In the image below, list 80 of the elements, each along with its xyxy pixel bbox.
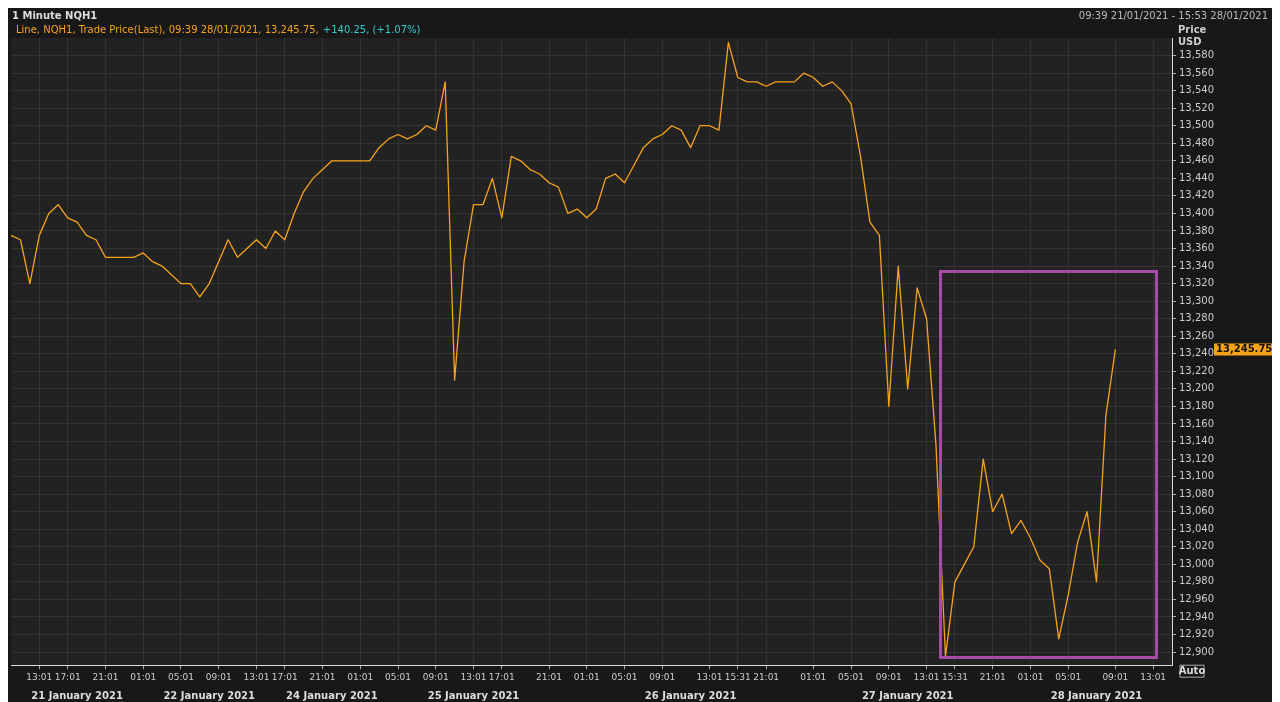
text: 26 January 2021 (644, 689, 737, 701)
x-tick-label: 17:01 (54, 671, 81, 682)
chart-title: 1 Minute NQH1 (12, 9, 98, 21)
y-tick-label: 12,920 (1179, 628, 1214, 640)
x-tick-label: 13:01 (1140, 671, 1167, 682)
x-tick-label: 13:01 (243, 671, 270, 682)
x-tick-label: 17:01 (271, 671, 298, 682)
text: 09:39 21/01/2021 - 15:53 28/01/2021 (1078, 9, 1268, 21)
text: 25 January 2021 (427, 689, 520, 701)
x-tick-label: 09:01 (875, 671, 902, 682)
y-tick-label: 13,180 (1179, 400, 1214, 412)
x-tick-label: 17:01 (488, 671, 515, 682)
y-tick-label: 13,440 (1179, 171, 1214, 183)
x-tick-label: 21:01 (536, 671, 562, 682)
y-tick-label: 13,520 (1179, 101, 1214, 113)
y-tick-label: 13,260 (1179, 329, 1214, 341)
x-tick-label: 21:01 (979, 671, 1006, 682)
y-tick-label: 13,220 (1179, 364, 1214, 376)
y-tick-label: 13,360 (1179, 242, 1214, 254)
chart-subtitle: Line, NQH1, Trade Price(Last), 09:39 28/01/2021, 13,245.75, (16, 23, 319, 35)
y-tick-label: 13,580 (1179, 49, 1214, 61)
x-tick-label: 01:01 (347, 671, 374, 682)
y-tick-label: 12,960 (1179, 593, 1214, 604)
x-tick-label: 05:01 (611, 671, 638, 682)
x-tick-label: 05:01 (385, 671, 411, 682)
x-tick-label: 05:01 (167, 671, 194, 682)
x-tick-label: 01:01 (800, 671, 827, 682)
x-tick-label: 15:31 (941, 671, 968, 682)
y-tick-label: 13,020 (1179, 540, 1214, 552)
y-tick-label: 13,060 (1179, 505, 1214, 517)
x-tick-label: 13:01 (460, 671, 487, 682)
x-tick-label: 05:01 (838, 671, 865, 682)
y-tick-label: 13,000 (1179, 557, 1214, 569)
x-tick-label: 13:01 (696, 671, 723, 682)
y-tick-label: 13,500 (1179, 119, 1214, 131)
y-tick-label: 13,380 (1179, 224, 1214, 236)
y-tick-label: 13,160 (1179, 417, 1214, 429)
y-tick-label: 13,080 (1179, 487, 1214, 499)
x-tick-label: 13:01 (26, 671, 53, 682)
x-tick-label: 15:31 (724, 671, 751, 682)
x-tick-label: 01:01 (130, 671, 157, 682)
y-tick-label: 13,300 (1179, 294, 1214, 306)
y-tick-label: 13,340 (1179, 259, 1214, 271)
text: 27 January 2021 (861, 689, 954, 701)
x-tick-label: 21:01 (92, 671, 119, 682)
y-tick-label: 13,420 (1179, 189, 1214, 201)
y-tick-label: 13,320 (1179, 277, 1214, 289)
y-tick-label: 13,140 (1179, 435, 1214, 447)
y-tick-label: 13,100 (1179, 470, 1214, 482)
y-tick-label: 12,900 (1179, 645, 1214, 657)
y-tick-label: 13,200 (1179, 382, 1214, 394)
x-tick-label: 01:01 (1017, 671, 1044, 682)
y-tick-label: 13,040 (1179, 522, 1214, 534)
y-tick-label: 13,560 (1179, 66, 1214, 78)
text: 24 January 2021 (286, 689, 378, 701)
x-tick-label: 21:01 (309, 671, 336, 682)
text: 21 January 2021 (31, 689, 123, 701)
x-tick-label: 09:01 (1102, 671, 1129, 682)
x-tick-label: 09:01 (422, 671, 449, 682)
x-tick-label: 05:01 (1055, 671, 1082, 682)
y-tick-label: 13,240 (1179, 347, 1214, 359)
x-tick-label: 01:01 (573, 671, 600, 682)
y-tick-label: 13,480 (1179, 136, 1214, 148)
text: 22 January 2021 (163, 689, 256, 701)
x-tick-label: 09:01 (205, 671, 232, 682)
y-tick-label: 13,460 (1179, 154, 1214, 166)
y-tick-label: 13,120 (1179, 452, 1214, 464)
y-tick-label: 12,940 (1179, 610, 1214, 622)
x-tick-label: 13:01 (913, 671, 940, 682)
y-tick-label: 13,540 (1179, 84, 1214, 96)
y-tick-label: 12,980 (1179, 575, 1214, 587)
text: Auto (1178, 664, 1206, 676)
text: +140.25, (+1.07%) (322, 23, 421, 35)
text: 13,245.75 (1216, 343, 1273, 354)
y-tick-label: 13,280 (1179, 312, 1214, 324)
text: 28 January 2021 (1050, 689, 1143, 701)
y-tick-label: 13,400 (1179, 207, 1214, 219)
x-tick-label: 09:01 (649, 671, 676, 682)
y-axis-title: Price USD (1178, 23, 1207, 47)
x-tick-label: 21:01 (753, 671, 780, 682)
